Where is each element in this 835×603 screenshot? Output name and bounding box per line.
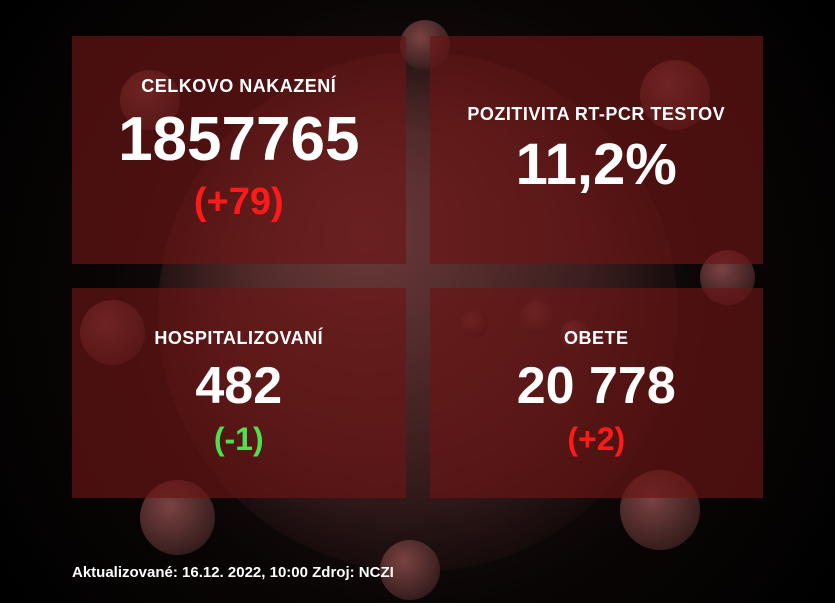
card-hospitalized-value: 482 (195, 359, 282, 414)
card-infected-value: 1857765 (118, 107, 359, 172)
card-infected-title: CELKOVO NAKAZENÍ (141, 76, 336, 97)
card-infected: CELKOVO NAKAZENÍ 1857765 (+79) (72, 36, 406, 264)
card-deaths-value: 20 778 (517, 359, 676, 414)
card-deaths-delta: (+2) (567, 421, 625, 458)
card-infected-delta: (+79) (194, 181, 284, 224)
dashboard-stage: CELKOVO NAKAZENÍ 1857765 (+79) POZITIVIT… (0, 0, 835, 603)
card-positivity: POZITIVITA RT-PCR TESTOV 11,2% (430, 36, 764, 264)
card-positivity-title: POZITIVITA RT-PCR TESTOV (467, 104, 725, 125)
card-positivity-value: 11,2% (516, 135, 677, 196)
card-hospitalized-title: HOSPITALIZOVANÍ (154, 328, 323, 349)
stats-grid: CELKOVO NAKAZENÍ 1857765 (+79) POZITIVIT… (72, 36, 763, 498)
footer-text: Aktualizované: 16.12. 2022, 10:00 Zdroj:… (72, 564, 394, 581)
card-hospitalized: HOSPITALIZOVANÍ 482 (-1) (72, 288, 406, 498)
card-hospitalized-delta: (-1) (214, 421, 264, 458)
card-deaths-title: OBETE (564, 328, 629, 349)
card-deaths: OBETE 20 778 (+2) (430, 288, 764, 498)
